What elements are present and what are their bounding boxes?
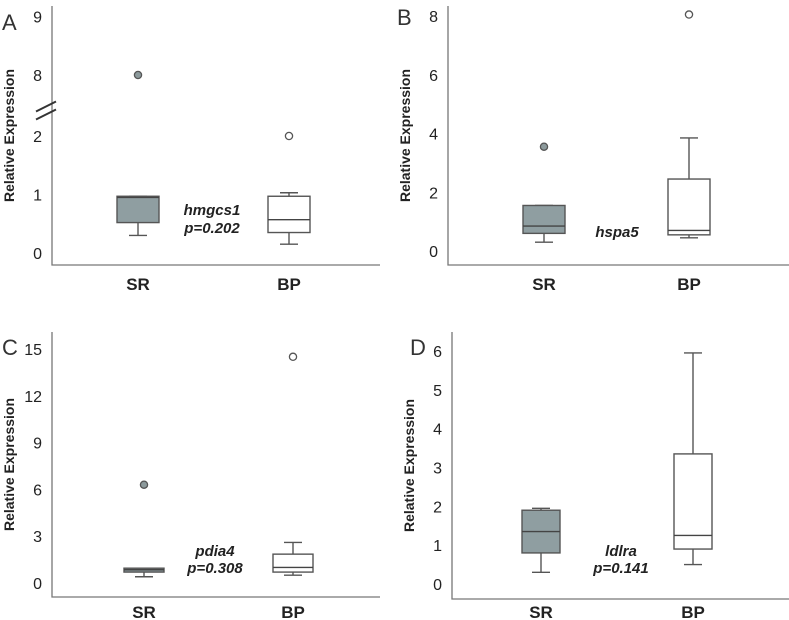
panel-letter-b: B: [397, 5, 412, 30]
outlier-point: [539, 142, 549, 151]
panel-b: B Relative Expression 0 2 4 6 8 SR BP hspa5: [397, 5, 789, 294]
y-axis-label-d: Relative Expression: [401, 399, 417, 532]
y-tick-label: 1: [33, 188, 42, 205]
iqr-box: [272, 553, 314, 573]
gene-label-d: ldlra: [605, 543, 637, 560]
axis-break-mark: [35, 108, 57, 121]
iqr-box: [667, 178, 711, 236]
y-tick-label: 8: [429, 9, 438, 26]
box-sr: [522, 142, 566, 243]
iqr-box: [673, 453, 713, 550]
y-tick-label: 3: [33, 529, 42, 546]
y-tick-label: 2: [429, 185, 438, 202]
panel-letter-a: A: [2, 10, 17, 35]
x-category-label: BP: [277, 275, 301, 294]
iqr-box: [267, 195, 311, 234]
panel-letter-d: D: [410, 335, 426, 360]
axis-break-mark: [35, 100, 57, 113]
axis-frame-a: [51, 6, 380, 266]
box-bp: [673, 352, 713, 566]
y-tick-label: 12: [24, 389, 42, 406]
axis-frame-c: [51, 332, 380, 598]
p-value-label-d: p=0.141: [592, 560, 648, 577]
y-tick-label: 0: [433, 577, 442, 594]
x-category-label: BP: [681, 603, 705, 620]
y-tick-label: 15: [24, 342, 42, 359]
p-value-label-c: p=0.308: [186, 560, 243, 577]
p-value-label-a: p=0.202: [183, 220, 240, 237]
outlier-point: [139, 480, 149, 489]
gene-label-b: hspa5: [595, 224, 639, 241]
panel-d: D Relative Expression 0 1 2 3 4 5 6 SR BP ldlrap=0.…: [401, 332, 789, 620]
axis-frame-d: [451, 332, 789, 600]
y-tick-label: 9: [33, 10, 42, 27]
y-tick-label: 6: [33, 482, 42, 499]
box-sr: [123, 480, 165, 578]
y-axis-label-b: Relative Expression: [397, 69, 413, 202]
x-category-label: SR: [126, 275, 150, 294]
outlier-point: [133, 70, 143, 80]
y-tick-label: 0: [33, 246, 42, 263]
y-tick-label: 4: [429, 127, 438, 144]
y-tick-label: 1: [433, 538, 442, 555]
x-category-label: BP: [677, 275, 701, 294]
box-sr: [116, 70, 160, 237]
y-tick-label: 2: [433, 499, 442, 516]
y-tick-label: 5: [433, 383, 442, 400]
y-tick-label: 4: [433, 422, 442, 439]
x-category-label: SR: [529, 603, 553, 620]
y-axis-label-a: Relative Expression: [1, 69, 17, 202]
y-axis-label-c: Relative Expression: [1, 398, 17, 531]
box-sr: [521, 507, 561, 574]
y-tick-label: 0: [429, 244, 438, 261]
y-tick-label: 6: [429, 68, 438, 85]
box-bp: [267, 131, 311, 245]
axis-frame-b: [447, 6, 789, 266]
y-tick-label: 8: [33, 68, 42, 85]
box-bp: [272, 352, 314, 576]
outlier-point: [288, 352, 298, 362]
gene-label-a: hmgcs1: [184, 202, 241, 219]
outlier-point: [684, 10, 694, 19]
iqr-box: [522, 204, 566, 235]
iqr-box: [116, 195, 160, 224]
outlier-point: [284, 131, 294, 141]
x-category-label: BP: [281, 603, 305, 620]
y-tick-label: 2: [33, 129, 42, 146]
panel-a: A Relative Expression 0 1 2 8 9 SR BP hmgcs1p=0.2…: [1, 6, 380, 294]
box-bp: [667, 10, 711, 239]
y-tick-label: 0: [33, 576, 42, 593]
y-tick-label: 3: [433, 461, 442, 478]
gene-label-c: pdia4: [194, 543, 235, 560]
panel-letter-c: C: [2, 335, 18, 360]
y-tick-label: 6: [433, 344, 442, 361]
panel-c: C Relative Expression 0 3 6 9 12 15 SR BP pdia4p=0…: [1, 332, 380, 620]
y-tick-label: 9: [33, 436, 42, 453]
x-category-label: SR: [532, 275, 556, 294]
x-category-label: SR: [132, 603, 156, 620]
